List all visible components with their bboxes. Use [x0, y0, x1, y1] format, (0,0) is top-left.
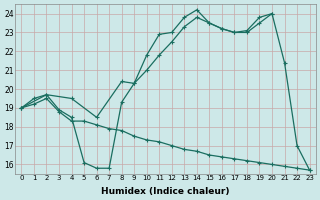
X-axis label: Humidex (Indice chaleur): Humidex (Indice chaleur): [101, 187, 230, 196]
